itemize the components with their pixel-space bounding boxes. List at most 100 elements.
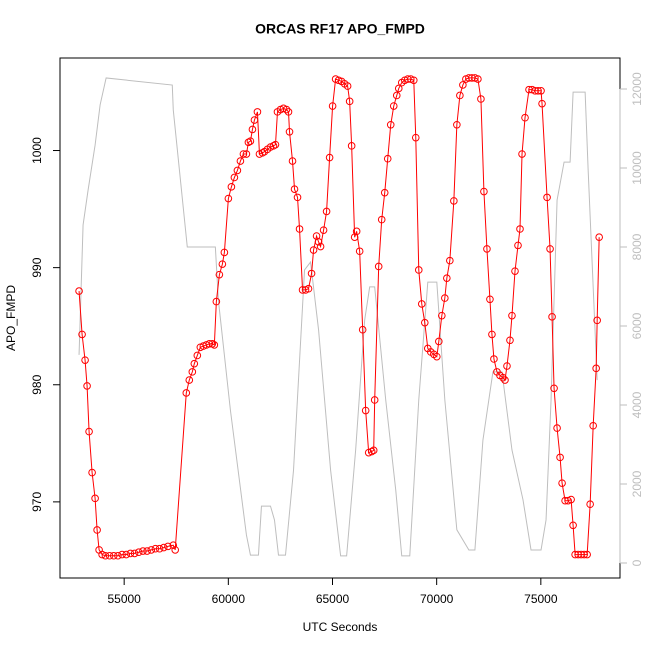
- data-point: [328, 102, 337, 110]
- data-point: [316, 242, 325, 251]
- x-axis-label: UTC Seconds: [303, 620, 378, 634]
- data-point: [446, 256, 454, 265]
- data-point: [233, 166, 242, 175]
- data-point: [343, 82, 352, 90]
- data-point: [574, 550, 582, 559]
- data-point: [347, 142, 356, 150]
- data-point: [486, 295, 494, 304]
- y2-tick-label: 0: [630, 559, 644, 566]
- y-tick-label: 1000: [30, 137, 44, 164]
- data-point: [370, 396, 379, 404]
- data-point: [569, 521, 577, 530]
- data-point: [212, 297, 221, 306]
- data-point: [295, 225, 304, 233]
- data-point: [118, 550, 126, 559]
- data-point: [246, 137, 255, 145]
- data-point: [369, 446, 378, 455]
- data-point: [546, 245, 554, 253]
- data-point: [139, 547, 147, 555]
- data-point: [589, 421, 597, 430]
- data-point: [190, 359, 199, 368]
- data-point: [474, 75, 482, 83]
- data-point: [453, 120, 461, 129]
- data-point: [151, 544, 160, 553]
- data-point: [503, 362, 511, 370]
- data-point: [258, 149, 267, 157]
- data-point: [358, 325, 367, 334]
- data-point: [499, 373, 507, 382]
- data-point: [75, 287, 83, 295]
- y2-tick-label: 4000: [630, 391, 644, 418]
- data-point: [169, 541, 178, 550]
- data-point: [435, 337, 443, 346]
- y-tick-label: 970: [30, 492, 44, 512]
- x-tick-label: 55000: [107, 592, 141, 606]
- data-point: [501, 376, 509, 384]
- data-point: [514, 241, 522, 250]
- data-point: [577, 550, 585, 559]
- data-point: [78, 330, 86, 339]
- data-point: [304, 284, 313, 293]
- y-axis-label: APO_FMPD: [4, 285, 18, 351]
- data-point: [488, 330, 496, 339]
- data-point: [285, 127, 294, 136]
- data-point: [583, 550, 591, 559]
- data-point: [239, 150, 248, 158]
- data-point: [516, 225, 524, 233]
- data-point: [253, 108, 262, 116]
- data-point: [480, 187, 488, 196]
- data-point: [130, 549, 139, 558]
- data-point: [450, 197, 458, 205]
- data-point: [85, 427, 93, 436]
- data-line: [78, 77, 600, 557]
- data-point: [185, 376, 194, 384]
- data-point: [377, 215, 386, 224]
- data-point: [109, 551, 118, 560]
- data-point: [443, 274, 451, 282]
- data-point: [210, 341, 219, 349]
- data-point: [134, 548, 143, 557]
- data-point: [580, 550, 588, 559]
- x-tick-label: 60000: [212, 592, 246, 606]
- data-point: [586, 500, 594, 509]
- data-point: [182, 389, 191, 397]
- data-point: [374, 262, 383, 271]
- data-point: [438, 311, 446, 320]
- data-point: [227, 183, 236, 191]
- data-point: [218, 260, 227, 268]
- data-point: [164, 542, 172, 551]
- y2-tick-label: 10000: [630, 151, 644, 185]
- data-point: [244, 138, 253, 147]
- data-point: [171, 546, 180, 554]
- data-point: [155, 544, 164, 553]
- data-point: [538, 99, 546, 108]
- data-point: [345, 97, 354, 106]
- data-point: [250, 116, 259, 124]
- data-point: [459, 81, 467, 89]
- data-point: [105, 551, 114, 560]
- data-point: [248, 125, 257, 134]
- y-tick-label: 990: [30, 257, 44, 277]
- data-point: [394, 84, 403, 93]
- data-point: [593, 316, 601, 325]
- plot-frame: [59, 57, 621, 579]
- data-point: [537, 86, 545, 95]
- data-point: [531, 86, 539, 95]
- data-point: [98, 550, 106, 559]
- data-point: [506, 336, 514, 345]
- data-point: [314, 238, 323, 246]
- data-point: [319, 226, 328, 234]
- data-point: [511, 267, 519, 275]
- data-point: [224, 194, 233, 203]
- data-point: [322, 207, 331, 216]
- data-point: [465, 74, 473, 82]
- y-tick-label: 980: [30, 374, 44, 394]
- data-point: [188, 368, 197, 376]
- data-point: [361, 406, 370, 415]
- data-point: [409, 76, 418, 85]
- data-point: [147, 546, 156, 554]
- data-point: [420, 318, 429, 327]
- x-tick-label: 70000: [420, 592, 454, 606]
- data-line: [78, 77, 598, 557]
